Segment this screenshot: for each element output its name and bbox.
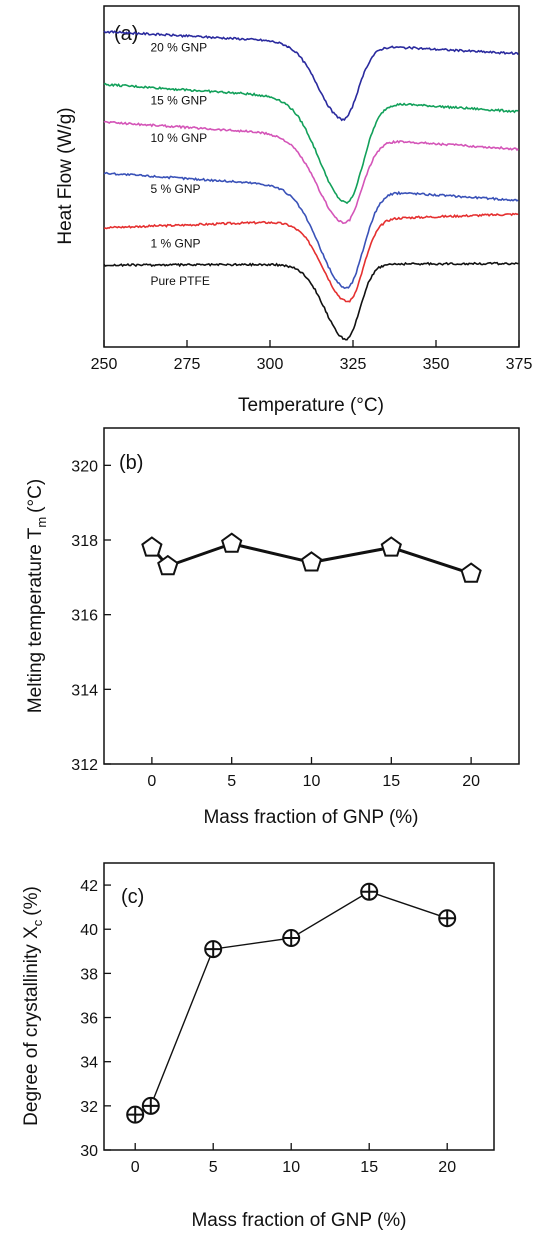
panel-a-curve-label: 10 % GNP (150, 131, 207, 145)
panel-c-y-tick-label: 34 (80, 1055, 98, 1072)
panel-a-x-tick-label: 300 (257, 356, 284, 373)
panel-a-curve-label: 5 % GNP (150, 182, 200, 196)
panel-a-x-tick-label: 275 (174, 356, 201, 373)
panel-b-line-segment (167, 542, 233, 568)
panel-c-frame (103, 862, 495, 1151)
panel-b-x-tick-label: 20 (462, 773, 480, 790)
panel-c-ticks: 0 5 10 15 20 30 32 34 36 38 40 42 (80, 878, 456, 1176)
panel-a-x-tick-label: 250 (91, 356, 118, 373)
panel-a-x-axis-title: Temperature (°C) (238, 395, 384, 416)
panel-b-line-segment (311, 545, 392, 564)
panel-c-data-point (360, 882, 379, 901)
panel-b-x-tick-label: 15 (382, 773, 400, 790)
panel-a-y-axis-title: Heat Flow (W/g) (55, 107, 76, 244)
panel-b-line-segment (231, 542, 312, 564)
panel-c-label: (c) (121, 886, 144, 908)
panel-b-x-tick-label: 0 (147, 773, 156, 790)
panel-a-label: (a) (114, 23, 138, 45)
panel-b-data-point (157, 554, 179, 576)
panel-c-data-point (141, 1096, 160, 1115)
panel-b-y-axis-title: Melting temperature Tm (°C) (25, 479, 49, 713)
panel-c-y-tick-label: 38 (80, 966, 98, 983)
panel-b-x-axis-title: Mass fraction of GNP (%) (203, 807, 418, 828)
panel-b-y-tick-label: 316 (71, 608, 98, 625)
panel-c-x-tick-label: 20 (438, 1159, 456, 1176)
panel-b-line (150, 542, 472, 576)
panel-a-x-tick-label: 350 (423, 356, 450, 373)
panel-b-y-tick-label: 314 (71, 682, 98, 699)
panel-c-x-axis-title: Mass fraction of GNP (%) (191, 1210, 406, 1231)
panel-b-data-point (141, 536, 163, 557)
panel-a-curve (103, 212, 519, 303)
panel-c-data-point (126, 1105, 145, 1124)
panel-b-data-point (221, 532, 243, 553)
panel-c-y-tick-label: 30 (80, 1143, 98, 1160)
panel-c-x-tick-label: 15 (360, 1159, 378, 1176)
panel-a-curve-label: 15 % GNP (150, 93, 207, 107)
panel-b-data-point (300, 551, 323, 572)
panel-b-y-axis-title-sub: m (34, 517, 49, 528)
panel-b-data-point (380, 536, 402, 557)
panel-c-x-tick-label: 0 (131, 1159, 140, 1176)
panel-c-line (134, 890, 448, 1116)
panel-a-curve (103, 171, 519, 289)
panel-a-curve-label: 1 % GNP (150, 237, 200, 251)
panel-c-y-axis-title: Degree of crystallinity Xc (%) (21, 886, 45, 1126)
panel-c-y-tick-label: 42 (80, 878, 98, 895)
panel-a-x-tick-label: 375 (506, 356, 533, 373)
panel-c-y-axis-title-main: Degree of crystallinity X (21, 926, 42, 1126)
panel-c-y-axis-title-sub: c (30, 919, 45, 926)
panel-a-curve (103, 30, 519, 122)
panel-b-y-tick-label: 312 (71, 757, 98, 774)
panel-c-markers (126, 882, 457, 1124)
panel-b-line-segment (390, 546, 472, 576)
panel-b-y-tick-label: 320 (71, 458, 98, 475)
panel-b-y-tick-label: 318 (71, 533, 98, 550)
panel-b-markers (141, 532, 482, 583)
panel-c-x-tick-label: 5 (209, 1159, 218, 1176)
panel-a-frame (103, 5, 520, 348)
panel-a: (a) 20 % GNP 15 % GNP 10 % GNP 5 % GNP 1 % G… (55, 5, 533, 416)
panel-c: (c) 0 5 10 15 20 30 32 34 36 38 40 42 Mass fraction… (21, 862, 495, 1231)
panel-a-curve (103, 82, 519, 205)
panel-a-curves (103, 30, 519, 341)
panel-b-y-axis-title-unit: (°C) (25, 479, 46, 513)
panel-c-data-point (438, 909, 457, 928)
panel-c-y-tick-label: 32 (80, 1099, 98, 1116)
panel-c-series-line (134, 890, 448, 1116)
panel-b-data-point (460, 562, 482, 583)
panel-b-x-tick-label: 5 (227, 773, 236, 790)
panel-c-y-tick-label: 36 (80, 1011, 98, 1028)
panel-a-curve-labels: 20 % GNP 15 % GNP 10 % GNP 5 % GNP 1 % GNP Pu… (150, 41, 209, 289)
panel-c-x-tick-label: 10 (282, 1159, 300, 1176)
panel-c-y-tick-label: 40 (80, 922, 98, 939)
panel-b: (b) 0 5 10 15 20 312 314 316 318 320 Mass fractio… (25, 427, 520, 828)
panel-c-data-point (204, 940, 223, 959)
panel-b-y-axis-title-main: Melting temperature T (25, 527, 46, 713)
panel-a-x-tick-label: 325 (340, 356, 367, 373)
panel-c-data-point (282, 929, 301, 948)
panel-a-x-ticks: 250 275 300 325 350 375 (91, 340, 533, 373)
panel-c-y-axis-title-unit: (%) (21, 886, 42, 916)
panel-b-label: (b) (119, 452, 143, 474)
panel-a-curve-label: 20 % GNP (150, 41, 207, 55)
panel-b-x-tick-label: 10 (303, 773, 321, 790)
panel-a-curve-label: Pure PTFE (150, 274, 209, 288)
panel-a-curve (103, 120, 519, 225)
panel-a-curve (103, 261, 519, 341)
panel-b-frame (103, 427, 520, 765)
panel-b-ticks: 0 5 10 15 20 312 314 316 318 320 (71, 458, 480, 790)
